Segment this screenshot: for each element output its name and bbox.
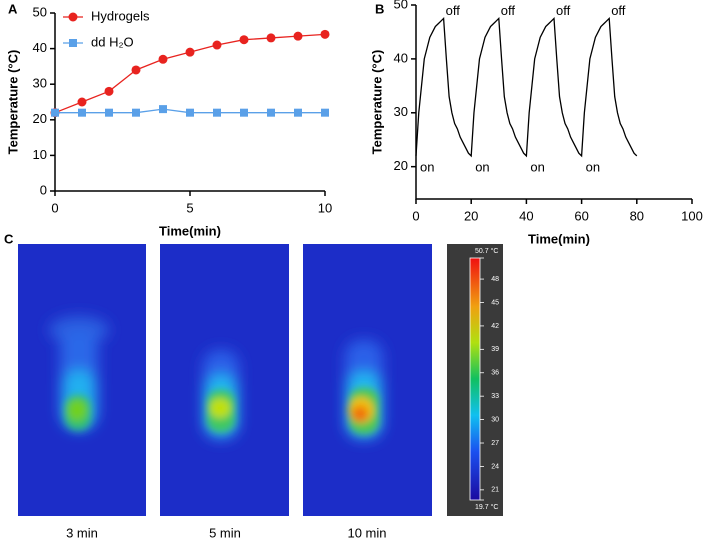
marker [212, 40, 222, 50]
colorbar-label: 33 [491, 393, 499, 400]
image-label: 10 min [347, 525, 386, 540]
marker [266, 33, 276, 43]
marker [158, 54, 168, 64]
annotation: on [530, 159, 544, 174]
annotation: on [475, 159, 489, 174]
x-axis-title: Time(min) [528, 231, 590, 246]
colorbar [469, 257, 481, 501]
marker [104, 86, 114, 96]
x-tick-label: 60 [574, 208, 588, 223]
thermal-image [303, 244, 432, 516]
annotation: on [586, 159, 600, 174]
thermal-image [160, 244, 289, 516]
marker [213, 108, 221, 117]
legend-label: dd H₂O [91, 34, 134, 49]
marker [185, 47, 195, 57]
y-axis-title: Temperature (°C) [5, 50, 20, 155]
colorbar-label: 48 [491, 276, 499, 283]
annotation: off [611, 3, 626, 18]
x-tick-label: 0 [412, 208, 419, 223]
colorbar-ticks: 50.7 °C 48 45 42 39 36 33 30 27 24 21 19.7 °C [475, 247, 499, 511]
y-tick-label: 20 [33, 111, 47, 126]
colorbar-label: 21 [491, 487, 499, 494]
colorbar-label: 24 [491, 463, 499, 470]
axis [415, 5, 692, 200]
marker [321, 108, 329, 117]
marker [77, 97, 87, 107]
annotation: off [556, 3, 571, 18]
panel-label: A [8, 1, 18, 16]
marker [78, 108, 86, 117]
marker [294, 108, 302, 117]
marker [267, 108, 275, 117]
marker [51, 108, 59, 117]
panel-label: C [4, 231, 14, 246]
y-tick-label: 10 [33, 147, 47, 162]
panel-label: B [375, 1, 384, 16]
x-tick-label: 5 [186, 200, 193, 215]
marker [186, 108, 194, 117]
x-tick-label: 0 [51, 200, 58, 215]
legend-marker [68, 12, 78, 22]
x-tick-label: 40 [519, 208, 533, 223]
colorbar-label: 39 [491, 346, 499, 353]
x-tick-label: 10 [318, 200, 332, 215]
legend-label: Hydrogels [91, 8, 150, 23]
colorbar-label: 36 [491, 370, 499, 377]
colorbar-label: 19.7 °C [475, 503, 498, 511]
marker [132, 108, 140, 117]
y-tick-label: 20 [394, 158, 408, 173]
thermal-image [18, 244, 146, 516]
annotation: off [501, 3, 516, 18]
marker [320, 29, 330, 39]
colorbar-label: 27 [491, 440, 499, 447]
y-tick-label: 30 [394, 104, 408, 119]
image-label: 3 min [66, 525, 98, 540]
marker [131, 65, 141, 75]
y-tick-label: 50 [33, 4, 47, 19]
colorbar-label: 42 [491, 323, 499, 330]
x-tick-label: 20 [464, 208, 478, 223]
colorbar-label: 50.7 °C [475, 247, 498, 255]
colorbar-label: 45 [491, 299, 499, 306]
marker [240, 108, 248, 117]
legend-marker [69, 39, 77, 47]
data-line [415, 17, 638, 158]
y-tick-label: 30 [33, 76, 47, 91]
annotation: on [420, 159, 434, 174]
x-tick-label: 80 [630, 208, 644, 223]
marker [105, 108, 113, 117]
y-tick-label: 0 [40, 182, 47, 197]
marker [239, 35, 249, 45]
marker [159, 105, 167, 114]
y-tick-label: 50 [394, 0, 408, 11]
annotation: off [446, 3, 461, 18]
x-tick-label: 100 [681, 208, 703, 223]
y-tick-label: 40 [33, 40, 47, 55]
y-tick-label: 40 [394, 50, 408, 65]
colorbar-label: 30 [491, 416, 499, 423]
y-axis-title: Temperature (°C) [369, 50, 384, 155]
image-label: 5 min [209, 525, 241, 540]
marker [293, 31, 303, 41]
x-axis-title: Time(min) [159, 223, 221, 238]
